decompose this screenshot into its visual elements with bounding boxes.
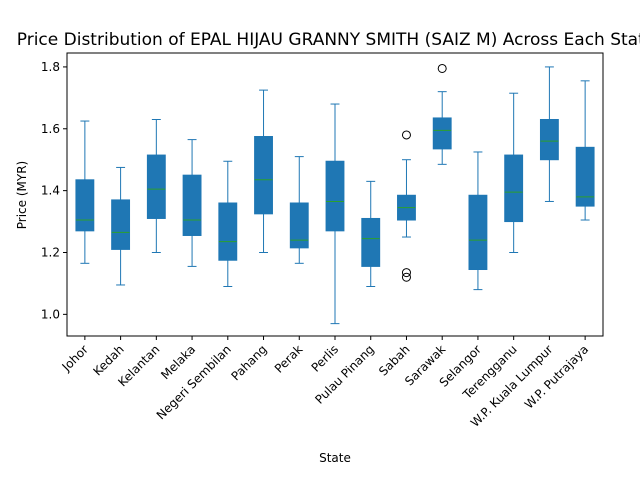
- iqr-box: [146, 154, 166, 219]
- box-5: [218, 160, 238, 288]
- iqr-box: [182, 174, 202, 236]
- iqr-box: [254, 136, 273, 215]
- iqr-box: [75, 179, 95, 232]
- outlier-point: [401, 130, 411, 140]
- y-axis: 1.0 1.2 1.4 1.6 1.8: [41, 60, 67, 321]
- box-15: [575, 80, 595, 221]
- chart-title: Price Distribution of EPAL HIJAU GRANNY …: [17, 30, 640, 50]
- iqr-box: [575, 146, 595, 207]
- iqr-box: [289, 202, 309, 249]
- iqr-box: [468, 194, 488, 271]
- box-13: [504, 92, 524, 253]
- box-11: [432, 63, 452, 165]
- box-9: [361, 180, 381, 288]
- y-tick-label: 1.6: [41, 122, 60, 136]
- box-2: [111, 166, 131, 286]
- iqr-box: [432, 117, 452, 150]
- y-tick-label: 1.2: [41, 245, 60, 259]
- y-tick-label: 1.8: [41, 60, 60, 74]
- iqr-box: [504, 154, 524, 223]
- box-3: [146, 118, 166, 253]
- outlier-point: [437, 63, 447, 73]
- box-7: [289, 156, 309, 264]
- box-10: [397, 130, 416, 282]
- plot-area: [66, 52, 604, 337]
- box-4: [182, 139, 202, 267]
- y-tick-label: 1.4: [41, 184, 60, 198]
- iqr-box: [111, 199, 131, 250]
- box-6: [254, 89, 273, 253]
- outlier-point: [401, 268, 411, 278]
- iqr-box: [361, 217, 381, 267]
- box-1: [75, 120, 95, 264]
- outlier-point: [401, 272, 411, 282]
- box-12: [468, 151, 488, 291]
- iqr-box: [539, 118, 559, 161]
- y-tick-label: 1.0: [41, 307, 60, 321]
- iqr-box: [325, 160, 345, 232]
- box-8: [325, 103, 345, 325]
- iqr-box: [218, 202, 238, 261]
- y-axis-label: Price (MYR): [15, 161, 29, 229]
- box-14: [539, 66, 559, 202]
- x-axis-label: State: [319, 451, 351, 465]
